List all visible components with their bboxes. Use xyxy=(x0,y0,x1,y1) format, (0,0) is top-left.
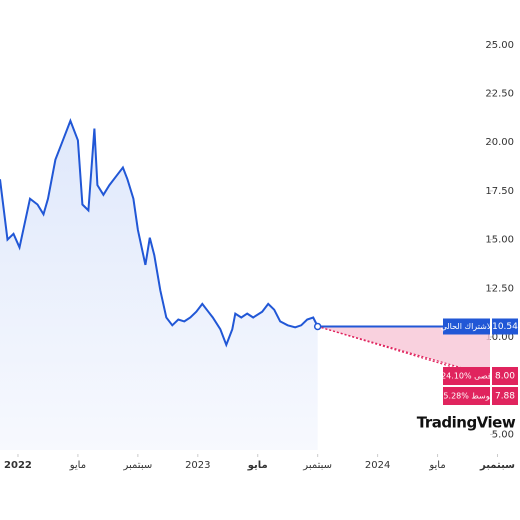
target-label: -24.10% أقصى xyxy=(438,371,494,381)
y-tick-label: 20.00 xyxy=(485,137,514,148)
x-tick-label: سبتمبر xyxy=(122,460,152,471)
last-point xyxy=(313,322,322,331)
current-label-bg xyxy=(443,318,490,335)
x-tick-label: سبتمبر xyxy=(479,460,515,471)
target-label-bg xyxy=(443,367,490,385)
y-tick-label: 17.50 xyxy=(485,186,514,197)
y-tick-label: 5.00 xyxy=(492,429,514,440)
price-line xyxy=(0,118,319,348)
x-tick-label: مايو xyxy=(247,460,268,471)
target-value: 8.00 xyxy=(495,372,515,382)
target-value-bg xyxy=(492,387,518,405)
current-value: 10.54 xyxy=(492,322,518,332)
current-value-bg xyxy=(492,318,518,335)
target-label-bg xyxy=(443,387,490,405)
x-tick-label: 2023 xyxy=(185,460,210,471)
x-tick-label: مايو xyxy=(428,460,445,471)
y-tick-label: 25.00 xyxy=(485,40,514,51)
target-value-bg xyxy=(492,367,518,385)
logo: TradingView xyxy=(417,414,516,432)
y-tick-label: 22.50 xyxy=(485,89,514,100)
current-label: لاشتراك الحالي xyxy=(441,322,492,331)
x-tick-label: سبتمبر xyxy=(302,460,332,471)
y-tick-label: 12.50 xyxy=(485,283,514,294)
x-tick-label: مايو xyxy=(69,460,86,471)
y-tick-label: 10.00 xyxy=(485,332,514,343)
x-tick-label: 2022 xyxy=(4,460,32,471)
x-tick-label: 2024 xyxy=(365,460,390,471)
target-label: -25.28% متوسط xyxy=(435,392,496,401)
y-tick-label: 15.00 xyxy=(485,235,514,246)
target-value: 7.88 xyxy=(495,392,515,402)
